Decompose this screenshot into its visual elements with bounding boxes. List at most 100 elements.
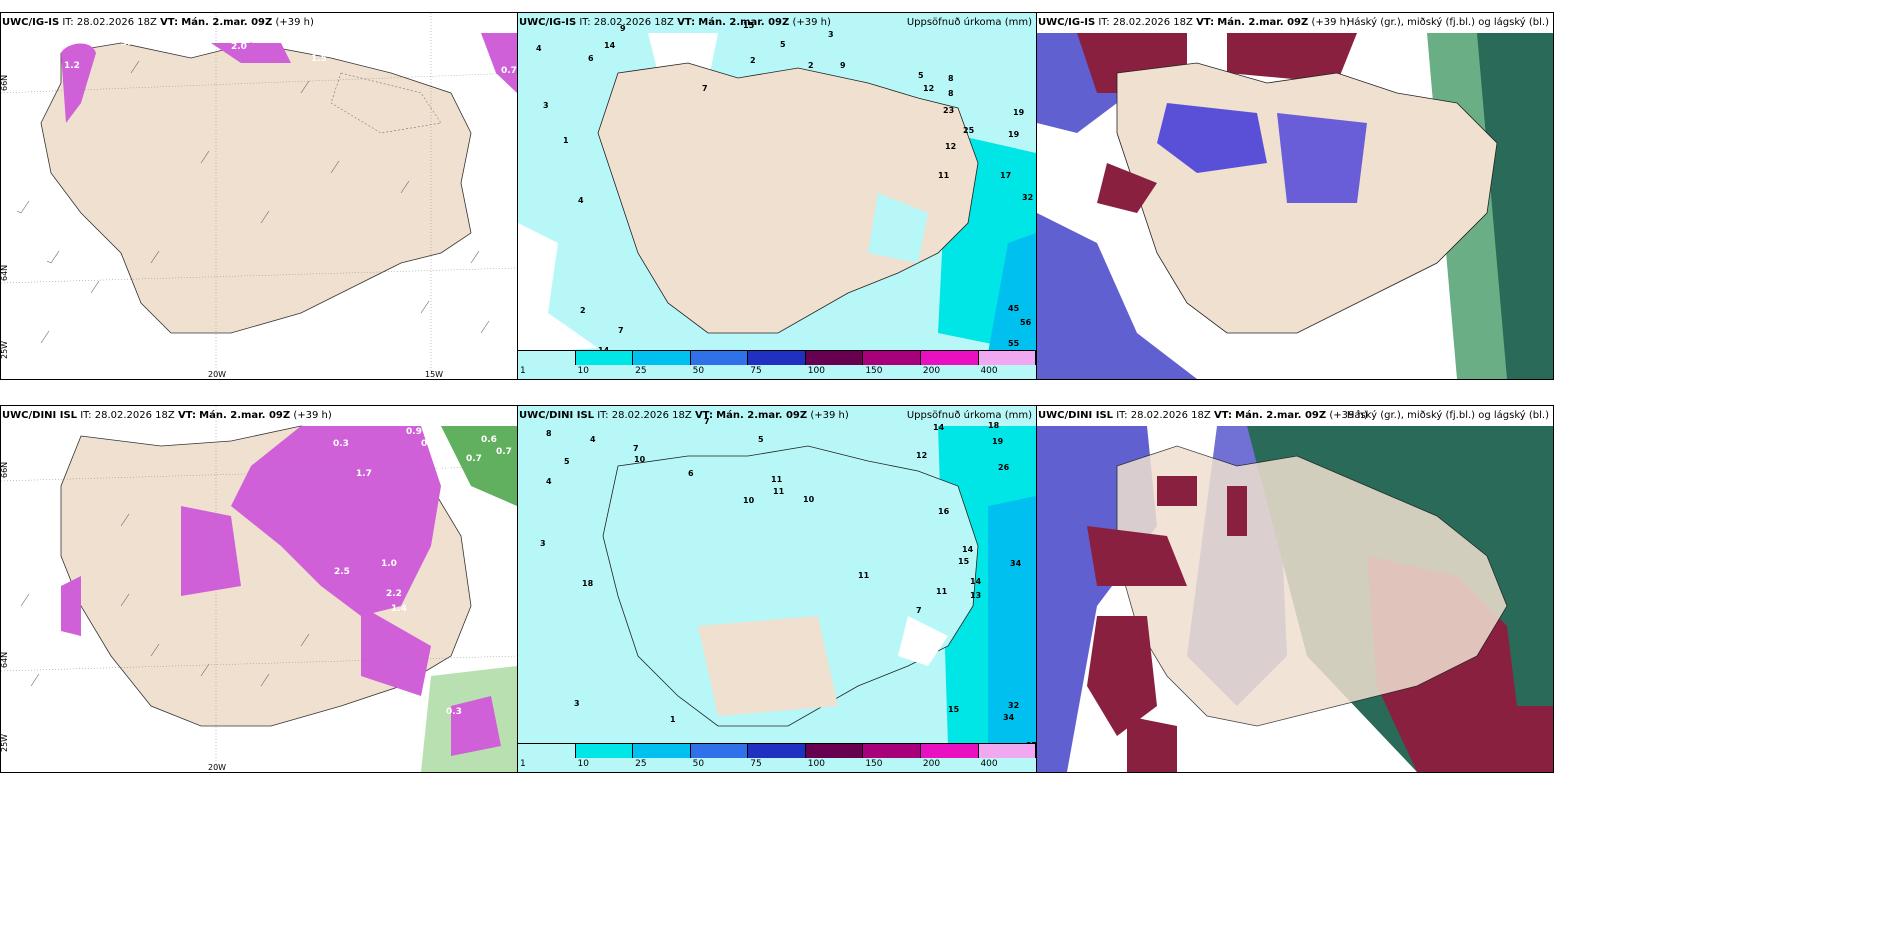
cloud-label: 1.4	[489, 657, 505, 667]
panel-clouds-igis: UWC/IG-IS IT: 28.02.2026 18Z VT: Mán. 2.…	[1036, 12, 1554, 380]
cloud-label: 1.3	[491, 579, 507, 589]
valid-time: Mán. 2.mar. 09Z	[716, 410, 808, 421]
svg-text:9: 9	[620, 24, 626, 33]
svg-text:2: 2	[750, 56, 756, 65]
colorbar-segment	[748, 744, 806, 758]
colorbar-segment	[575, 351, 634, 365]
svg-text:25: 25	[963, 126, 975, 135]
svg-text:14: 14	[962, 545, 974, 554]
svg-text:3: 3	[540, 539, 546, 548]
panel-precip-igis: 4 9 15 5 3 2 6 14 7 2 9 5 8 3 1 4 2 7 1 4…	[517, 12, 1037, 380]
model-name: UWC/IG-IS	[1038, 17, 1096, 28]
panel-clouds-dini: UWC/DINI ISL IT: 28.02.2026 18Z VT: Mán.…	[1036, 405, 1554, 773]
cloud-label: 1.2	[64, 61, 80, 71]
svg-text:34: 34	[1003, 713, 1015, 722]
lon-label: 15W	[425, 370, 443, 379]
colorbar-tick: 25	[635, 366, 647, 376]
svg-text:18: 18	[582, 579, 594, 588]
panel-title: Uppsöfnuð úrkoma (mm)	[906, 17, 1032, 28]
colorbar-tick: 100	[807, 366, 825, 376]
svg-text:6: 6	[588, 54, 594, 63]
cloud-label: 0.3	[333, 439, 349, 449]
panel-precip-dini: 7 8 5 4 4 3 18 19 26 34 32 34 15 37 7 10…	[517, 405, 1037, 773]
svg-text:3: 3	[543, 101, 549, 110]
colorbar-segment	[748, 351, 806, 365]
panel-title: Háský (gr.), miðský (fj.bl.) og lágský (…	[1346, 410, 1549, 421]
colorbar-tick: 25	[635, 759, 647, 769]
lat-label: 64N	[1, 652, 9, 668]
colorbar-segment	[690, 744, 749, 758]
precip-shade-west	[61, 43, 96, 123]
lon-label: 20W	[208, 370, 226, 379]
cloud-label: 1.4	[391, 604, 407, 614]
precip-values: 4 9 15 5 3 2 6 14 7 2 9 5 8 3 1 4 2 7 14…	[536, 21, 1033, 355]
cloud-label: 2.5	[334, 567, 350, 577]
panel-header: UWC/IG-IS IT: 28.02.2026 18Z VT: Mán. 2.…	[519, 17, 831, 28]
lon-label: 25W	[1, 734, 9, 752]
model-name: UWC/DINI ISL	[1038, 410, 1114, 421]
iceland-landmass	[602, 445, 979, 727]
valid-time: Mán. 2.mar. 09Z	[181, 17, 273, 28]
iceland-landmass	[597, 62, 979, 334]
valid-time: Mán. 2.mar. 09Z	[1217, 17, 1309, 28]
svg-text:12: 12	[916, 451, 927, 460]
map-clouds-igis	[1037, 13, 1553, 379]
lat-label: 66N	[1, 462, 9, 478]
svg-text:1: 1	[670, 715, 676, 724]
svg-text:9: 9	[840, 61, 846, 70]
colorbar-tick: 1	[520, 759, 526, 769]
wind-barbs	[20, 513, 310, 687]
svg-text:15: 15	[743, 21, 755, 30]
svg-text:3: 3	[574, 699, 580, 708]
iceland-landmass	[40, 42, 472, 334]
cloud-label: 0.7	[466, 454, 482, 464]
lead-time: (+39 h)	[1329, 410, 1368, 421]
colorbar-tick: 100	[807, 759, 825, 769]
svg-text:5: 5	[564, 457, 570, 466]
model-name: UWC/DINI ISL	[519, 410, 595, 421]
colorbar-segment	[920, 351, 979, 365]
panel-wind-dini: 0.9 0.8 0.6 0.7 0.6 0.7 0.3 1.7 1.0 2.5 …	[0, 405, 518, 773]
colorbar-tick: 1	[520, 366, 526, 376]
svg-text:10: 10	[743, 496, 755, 505]
cloud-label: 0.7	[501, 66, 517, 76]
svg-text:18: 18	[988, 421, 1000, 430]
model-name: UWC/IG-IS	[2, 17, 60, 28]
svg-text:10: 10	[634, 455, 646, 464]
svg-text:7: 7	[618, 326, 624, 335]
svg-text:11: 11	[771, 475, 783, 484]
cloud-label: 0.8	[421, 439, 437, 449]
precip-values: 7 8 5 4 4 3 18 19 26 34 32 34 15 37 7 10…	[540, 417, 1036, 750]
init-time: 28.02.2026 18Z	[94, 410, 175, 421]
svg-text:14: 14	[604, 41, 616, 50]
svg-text:5: 5	[918, 71, 924, 80]
lat-label: 66N	[1, 75, 9, 91]
cloud-label: 3.6	[121, 38, 137, 48]
valid-time: Mán. 2.mar. 09Z	[199, 410, 291, 421]
map-precip-igis: 4 9 15 5 3 2 6 14 7 2 9 5 8 3 1 4 2 7 1 4…	[518, 13, 1036, 379]
cloud-label: 0.6	[436, 467, 452, 477]
cloud-label: 2.2	[386, 589, 402, 599]
precip-shade-east	[481, 33, 517, 93]
svg-text:3: 3	[828, 30, 834, 39]
colorbar-tick: 10	[577, 366, 589, 376]
init-time: 28.02.2026 18Z	[76, 17, 157, 28]
colorbar-segment	[863, 351, 921, 365]
panel-header: UWC/DINI ISL IT: 28.02.2026 18Z VT: Mán.…	[1038, 410, 1368, 421]
cloud-label: 0.7	[496, 447, 512, 457]
valid-time: Mán. 2.mar. 09Z	[698, 17, 790, 28]
colorbar-labels: 1 10 25 50 75 100 150 200 400	[518, 366, 1036, 379]
hatch-area	[330, 72, 442, 134]
colorbar	[518, 350, 1036, 365]
cloud-label: 1.7	[356, 469, 372, 479]
init-time: 28.02.2026 18Z	[1112, 17, 1193, 28]
svg-text:14: 14	[970, 577, 982, 586]
svg-text:12: 12	[945, 142, 956, 151]
colorbar-segment	[863, 744, 921, 758]
svg-text:4: 4	[536, 44, 542, 53]
svg-text:32: 32	[1008, 701, 1019, 710]
svg-text:7: 7	[633, 444, 639, 453]
init-time: 28.02.2026 18Z	[1130, 410, 1211, 421]
colorbar-tick: 50	[692, 366, 705, 376]
svg-text:19: 19	[1013, 108, 1025, 117]
